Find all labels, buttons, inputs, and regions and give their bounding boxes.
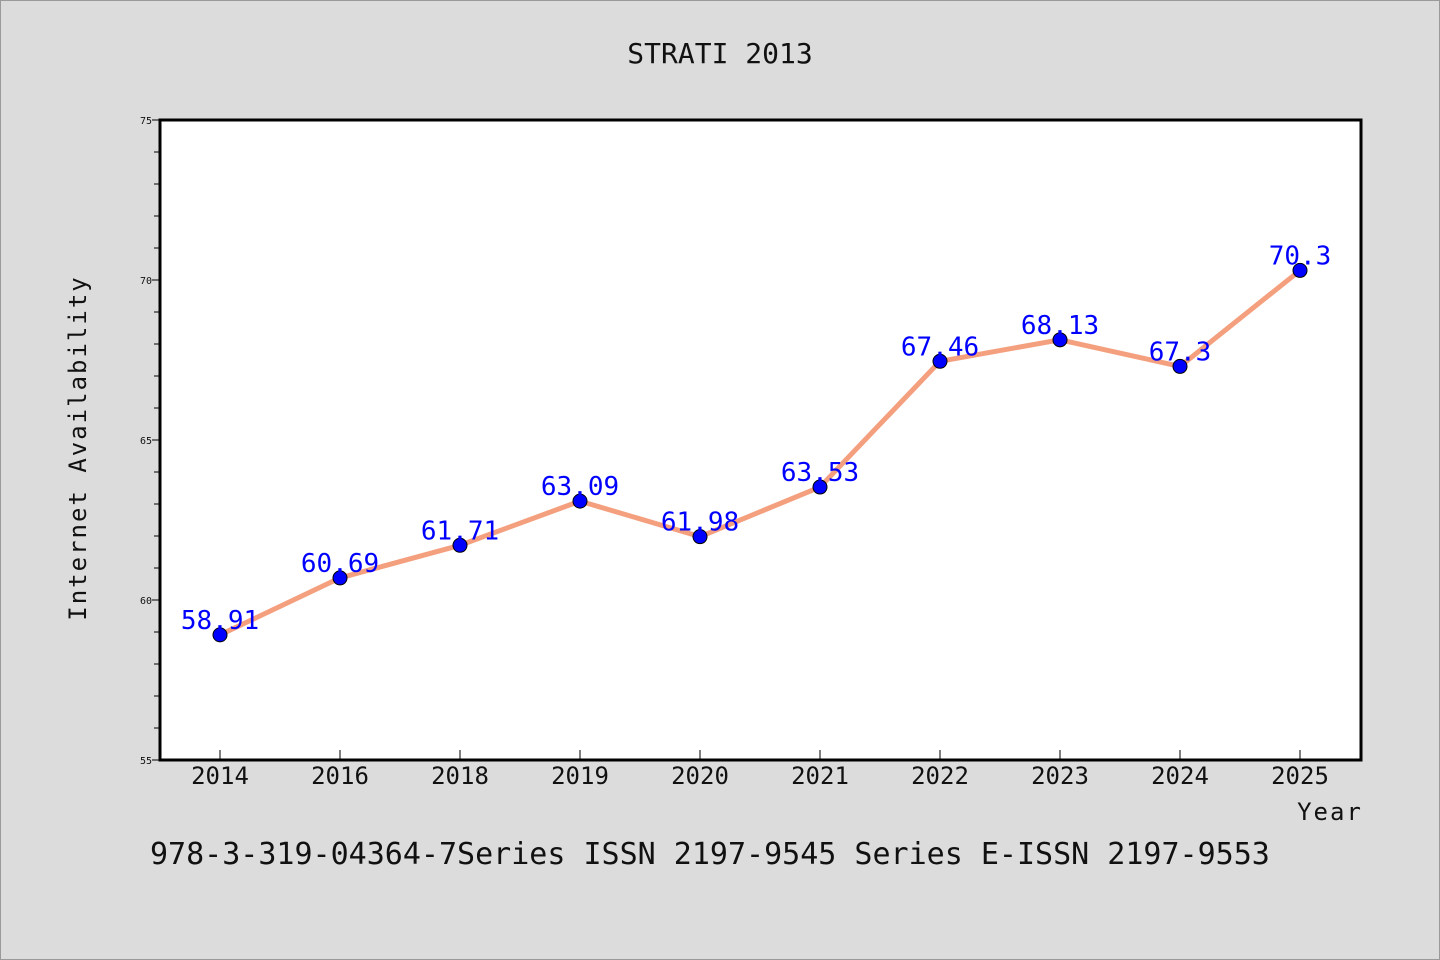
y-axis-label: Internet Availability: [64, 275, 92, 620]
data-point: [572, 493, 588, 509]
data-point: [1292, 262, 1308, 278]
data-point: [692, 529, 708, 545]
y-tick-label: 60: [140, 596, 152, 607]
data-label: 63.09: [541, 472, 619, 502]
data-point: [1172, 358, 1188, 374]
data-label: 58.91: [181, 606, 259, 636]
x-tick-label: 2021: [791, 762, 849, 790]
data-label: 63.53: [781, 458, 859, 488]
y-tick-label: 55: [140, 756, 152, 767]
data-points: [212, 262, 1308, 643]
data-point: [932, 353, 948, 369]
footer-isbn-issn: 978-3-319-04364-7Series ISSN 2197-9545 S…: [150, 837, 1270, 872]
data-label: 60.69: [301, 549, 379, 579]
series-line-path: [218, 268, 1302, 638]
x-tick-label: 2023: [1031, 762, 1089, 790]
x-tick-label: 2024: [1151, 762, 1209, 790]
data-point: [452, 537, 468, 553]
data-label: 70.3: [1269, 241, 1332, 271]
data-label: 61.98: [661, 508, 739, 538]
y-tick-label: 65: [140, 436, 152, 447]
data-point: [332, 570, 348, 586]
data-label: 61.71: [421, 516, 499, 546]
y-tick-label: 75: [140, 116, 152, 127]
x-axis-label: Year: [1297, 798, 1363, 826]
data-label: 67.3: [1149, 337, 1212, 367]
data-point: [212, 627, 228, 643]
x-tick-label: 2016: [311, 762, 369, 790]
chart-title: STRATI 2013: [627, 37, 812, 70]
data-point: [1052, 332, 1068, 348]
x-tick-label: 2014: [191, 762, 249, 790]
plot-area: [158, 118, 1363, 762]
data-label: 67.46: [901, 332, 979, 362]
x-tick-label: 2025: [1271, 762, 1329, 790]
series-line: [218, 268, 1302, 638]
x-tick-label: 2020: [671, 762, 729, 790]
x-tick-label: 2018: [431, 762, 489, 790]
y-tick-label: 70: [140, 276, 152, 287]
data-label: 68.13: [1021, 311, 1099, 341]
data-labels: 58.91 60.69 61.71 63.09 61.98 63.53 67.46 68.13…: [181, 241, 1331, 635]
x-axis: 2014 2016 2018 2019 2020 2021 2022 2023 2024 2025: [191, 750, 1329, 790]
x-tick-label: 2019: [551, 762, 609, 790]
data-point: [812, 479, 828, 495]
y-axis: 55 60 65 70 75: [140, 116, 160, 767]
x-tick-label: 2022: [911, 762, 969, 790]
